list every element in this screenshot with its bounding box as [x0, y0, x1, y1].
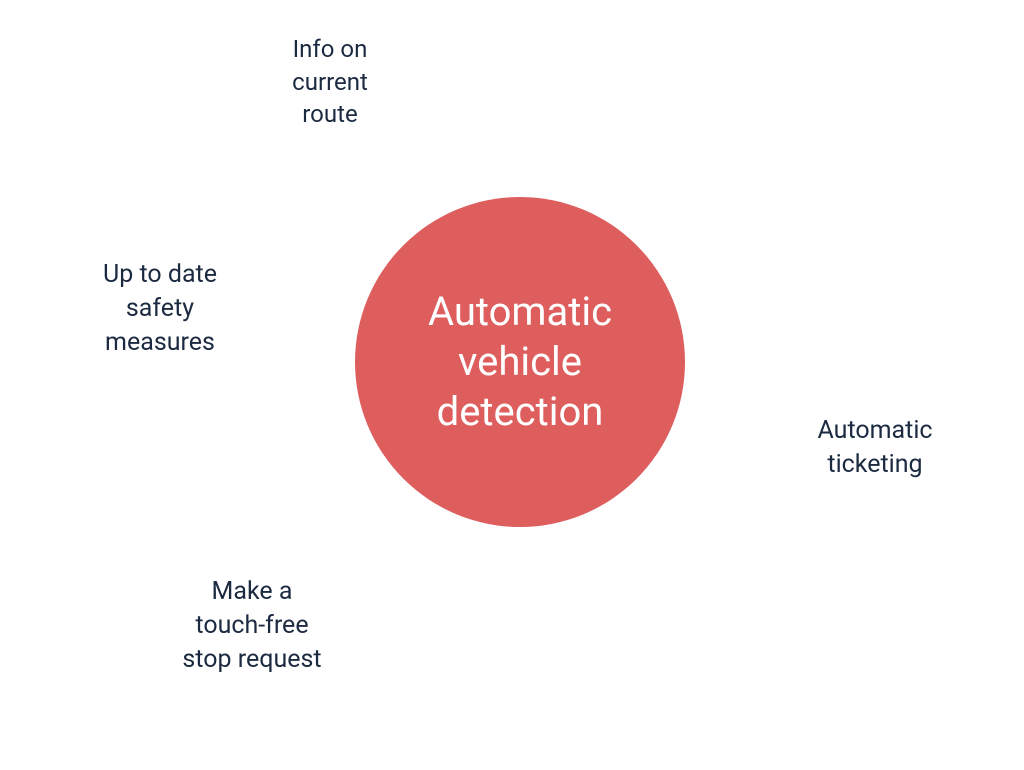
- satellite-label-info-route: Info on current route: [280, 33, 380, 130]
- satellite-label-stop-request: Make a touch-free stop request: [170, 575, 333, 676]
- satellite-node-stop-request: Make a touch-free stop request: [143, 517, 361, 735]
- center-node: Automatic vehicle detection: [355, 197, 685, 527]
- satellite-node-info-route: Info on current route: [241, 0, 419, 171]
- mind-map-diagram: Info on current route Up to date safety m…: [0, 0, 1024, 770]
- center-label: Automatic vehicle detection: [428, 287, 612, 437]
- satellite-label-safety-measures: Up to date safety measures: [91, 258, 229, 359]
- satellite-label-auto-ticketing: Automatic ticketing: [805, 414, 944, 482]
- satellite-node-auto-ticketing: Automatic ticketing: [770, 343, 980, 553]
- satellite-node-safety-measures: Up to date safety measures: [64, 213, 256, 405]
